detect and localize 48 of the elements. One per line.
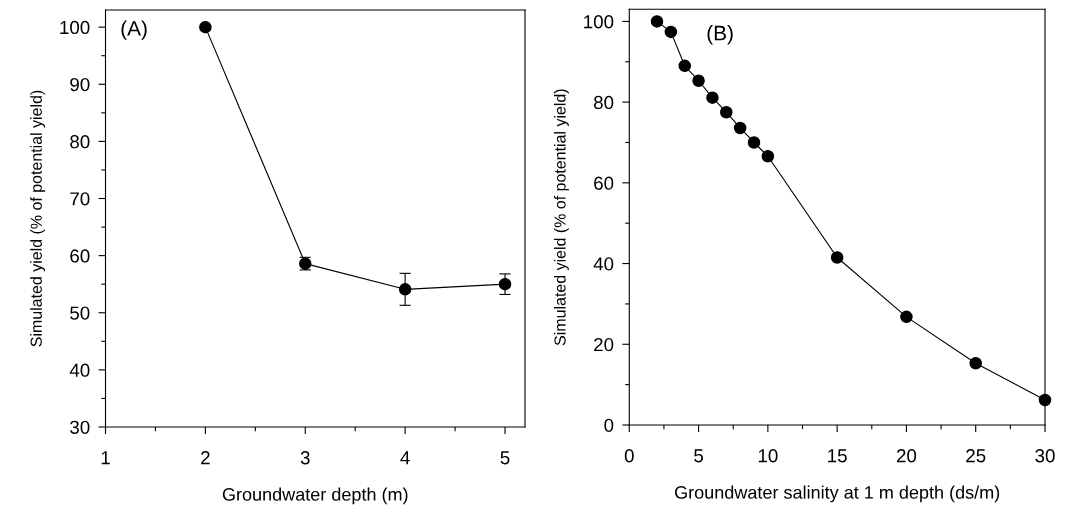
point: [199, 20, 212, 34]
y-tick-label: 60: [70, 249, 90, 263]
point: [969, 356, 982, 370]
x-tick-label: 20: [896, 449, 917, 463]
x-tick-label: 10: [758, 449, 778, 463]
y-tick-label: 40: [69, 363, 90, 377]
point: [830, 251, 844, 264]
point: [664, 25, 678, 39]
y-tick-label: 50: [70, 306, 90, 320]
point: [1038, 393, 1052, 407]
x-tick-label: 2: [201, 451, 210, 465]
point: [398, 283, 412, 296]
x-tick-label: 4: [400, 451, 410, 465]
point: [498, 277, 512, 291]
x-tick-label: 15: [828, 449, 847, 463]
x-tick-label: 30: [1035, 449, 1055, 463]
y-tick-label: 40: [593, 257, 614, 271]
y-tick-label: 70: [70, 192, 90, 206]
point: [706, 91, 719, 104]
y-tick-label: 90: [70, 77, 90, 92]
point: [720, 105, 733, 119]
x-tick-label: 5: [500, 451, 510, 465]
y-tick-label: 80: [593, 95, 614, 110]
annotation: (B): [707, 25, 733, 45]
point: [747, 136, 761, 149]
y-axis-title: Simulated yield (% of potential yield): [30, 90, 46, 347]
point: [900, 310, 913, 324]
x-tick-label: 0: [624, 449, 634, 463]
point: [733, 121, 747, 135]
point: [650, 15, 664, 28]
y-tick-label: 0: [604, 418, 614, 432]
y-axis-title: Simulated yield (% of potential yield): [553, 89, 569, 346]
x-axis-title: Groundwater depth (m): [222, 487, 408, 505]
x-tick-label: 3: [300, 451, 310, 465]
y-tick-label: 30: [70, 420, 90, 434]
point: [692, 74, 705, 87]
annotation: (A): [121, 20, 147, 40]
x-tick-label: 5: [694, 449, 704, 463]
y-tick-label: 60: [594, 176, 614, 190]
y-tick-label: 100: [584, 15, 614, 29]
x-tick-label: 1: [101, 451, 110, 465]
y-tick-label: 100: [60, 20, 90, 35]
point: [761, 149, 775, 163]
y-tick-label: 20: [594, 337, 614, 352]
y-tick-label: 80: [70, 135, 90, 149]
x-tick-label: 25: [966, 449, 986, 463]
point: [678, 59, 691, 73]
x-axis-title: Groundwater salinity at 1 m depth (ds/m): [675, 485, 1000, 503]
